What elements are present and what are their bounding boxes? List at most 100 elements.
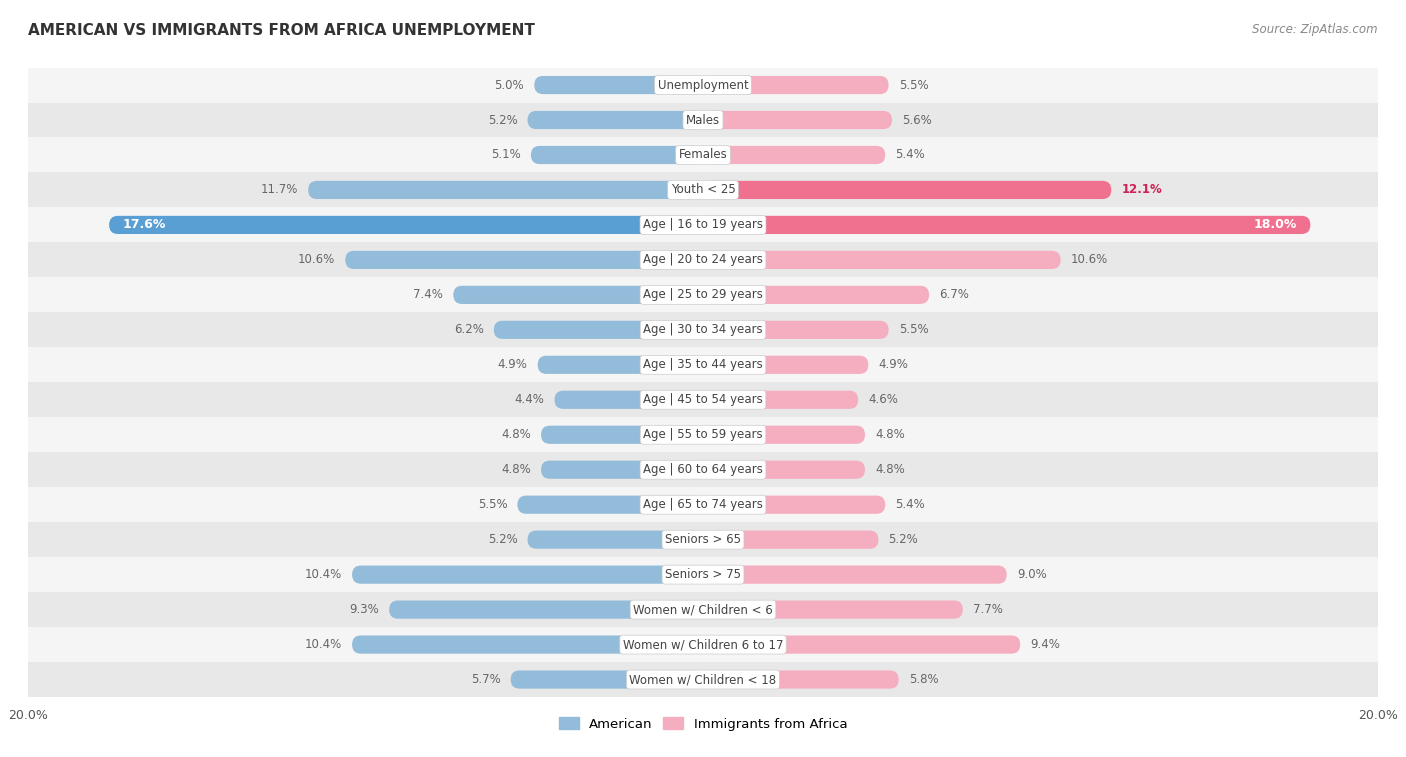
Text: 5.2%: 5.2% xyxy=(488,533,517,546)
Text: 5.5%: 5.5% xyxy=(898,323,928,336)
FancyBboxPatch shape xyxy=(703,391,858,409)
Text: Age | 16 to 19 years: Age | 16 to 19 years xyxy=(643,219,763,232)
Text: 5.6%: 5.6% xyxy=(903,114,932,126)
Text: 10.6%: 10.6% xyxy=(298,254,335,266)
Text: 4.4%: 4.4% xyxy=(515,394,544,407)
FancyBboxPatch shape xyxy=(352,565,703,584)
Legend: American, Immigrants from Africa: American, Immigrants from Africa xyxy=(554,712,852,736)
Text: 9.3%: 9.3% xyxy=(349,603,380,616)
Text: Women w/ Children < 18: Women w/ Children < 18 xyxy=(630,673,776,686)
Text: 5.2%: 5.2% xyxy=(488,114,517,126)
Text: Age | 25 to 29 years: Age | 25 to 29 years xyxy=(643,288,763,301)
FancyBboxPatch shape xyxy=(534,76,703,94)
Text: Age | 65 to 74 years: Age | 65 to 74 years xyxy=(643,498,763,511)
FancyBboxPatch shape xyxy=(28,138,1378,173)
Text: 5.4%: 5.4% xyxy=(896,148,925,161)
Text: 5.1%: 5.1% xyxy=(491,148,520,161)
FancyBboxPatch shape xyxy=(703,146,886,164)
FancyBboxPatch shape xyxy=(703,531,879,549)
FancyBboxPatch shape xyxy=(28,382,1378,417)
FancyBboxPatch shape xyxy=(28,557,1378,592)
FancyBboxPatch shape xyxy=(28,488,1378,522)
FancyBboxPatch shape xyxy=(28,627,1378,662)
Text: 5.7%: 5.7% xyxy=(471,673,501,686)
FancyBboxPatch shape xyxy=(703,181,1111,199)
Text: Women w/ Children < 6: Women w/ Children < 6 xyxy=(633,603,773,616)
FancyBboxPatch shape xyxy=(541,460,703,479)
FancyBboxPatch shape xyxy=(531,146,703,164)
FancyBboxPatch shape xyxy=(703,321,889,339)
FancyBboxPatch shape xyxy=(703,671,898,689)
FancyBboxPatch shape xyxy=(703,251,1060,269)
Text: 4.8%: 4.8% xyxy=(875,463,905,476)
FancyBboxPatch shape xyxy=(703,111,891,129)
Text: Seniors > 65: Seniors > 65 xyxy=(665,533,741,546)
Text: Seniors > 75: Seniors > 75 xyxy=(665,568,741,581)
Text: Age | 55 to 59 years: Age | 55 to 59 years xyxy=(643,428,763,441)
Text: Unemployment: Unemployment xyxy=(658,79,748,92)
Text: Youth < 25: Youth < 25 xyxy=(671,183,735,197)
FancyBboxPatch shape xyxy=(453,285,703,304)
FancyBboxPatch shape xyxy=(28,67,1378,102)
Text: 17.6%: 17.6% xyxy=(122,219,166,232)
FancyBboxPatch shape xyxy=(28,207,1378,242)
Text: 9.4%: 9.4% xyxy=(1031,638,1060,651)
Text: 5.4%: 5.4% xyxy=(896,498,925,511)
Text: 4.9%: 4.9% xyxy=(879,358,908,371)
Text: Males: Males xyxy=(686,114,720,126)
FancyBboxPatch shape xyxy=(703,460,865,479)
FancyBboxPatch shape xyxy=(537,356,703,374)
Text: 6.7%: 6.7% xyxy=(939,288,969,301)
Text: 10.4%: 10.4% xyxy=(305,638,342,651)
Text: 6.2%: 6.2% xyxy=(454,323,484,336)
Text: Age | 60 to 64 years: Age | 60 to 64 years xyxy=(643,463,763,476)
FancyBboxPatch shape xyxy=(703,285,929,304)
FancyBboxPatch shape xyxy=(703,600,963,618)
Text: Source: ZipAtlas.com: Source: ZipAtlas.com xyxy=(1253,23,1378,36)
FancyBboxPatch shape xyxy=(28,277,1378,313)
FancyBboxPatch shape xyxy=(703,565,1007,584)
FancyBboxPatch shape xyxy=(28,662,1378,697)
FancyBboxPatch shape xyxy=(352,635,703,653)
FancyBboxPatch shape xyxy=(517,496,703,514)
FancyBboxPatch shape xyxy=(703,216,1310,234)
FancyBboxPatch shape xyxy=(28,522,1378,557)
FancyBboxPatch shape xyxy=(527,531,703,549)
FancyBboxPatch shape xyxy=(28,347,1378,382)
Text: Age | 35 to 44 years: Age | 35 to 44 years xyxy=(643,358,763,371)
FancyBboxPatch shape xyxy=(346,251,703,269)
FancyBboxPatch shape xyxy=(703,635,1021,653)
FancyBboxPatch shape xyxy=(28,417,1378,452)
Text: Age | 45 to 54 years: Age | 45 to 54 years xyxy=(643,394,763,407)
Text: 5.2%: 5.2% xyxy=(889,533,918,546)
FancyBboxPatch shape xyxy=(389,600,703,618)
Text: Females: Females xyxy=(679,148,727,161)
FancyBboxPatch shape xyxy=(527,111,703,129)
Text: 4.8%: 4.8% xyxy=(501,463,531,476)
Text: 5.0%: 5.0% xyxy=(495,79,524,92)
Text: 11.7%: 11.7% xyxy=(260,183,298,197)
Text: 5.5%: 5.5% xyxy=(478,498,508,511)
FancyBboxPatch shape xyxy=(28,313,1378,347)
FancyBboxPatch shape xyxy=(28,592,1378,627)
Text: 10.4%: 10.4% xyxy=(305,568,342,581)
FancyBboxPatch shape xyxy=(541,425,703,444)
FancyBboxPatch shape xyxy=(703,76,889,94)
Text: 10.6%: 10.6% xyxy=(1071,254,1108,266)
Text: 4.8%: 4.8% xyxy=(875,428,905,441)
Text: 7.7%: 7.7% xyxy=(973,603,1002,616)
Text: 5.5%: 5.5% xyxy=(898,79,928,92)
Text: 4.9%: 4.9% xyxy=(498,358,527,371)
FancyBboxPatch shape xyxy=(510,671,703,689)
Text: 5.8%: 5.8% xyxy=(908,673,938,686)
Text: 9.0%: 9.0% xyxy=(1017,568,1046,581)
FancyBboxPatch shape xyxy=(28,242,1378,277)
FancyBboxPatch shape xyxy=(308,181,703,199)
FancyBboxPatch shape xyxy=(494,321,703,339)
FancyBboxPatch shape xyxy=(703,425,865,444)
Text: Women w/ Children 6 to 17: Women w/ Children 6 to 17 xyxy=(623,638,783,651)
FancyBboxPatch shape xyxy=(703,356,869,374)
Text: 18.0%: 18.0% xyxy=(1254,219,1296,232)
Text: 4.8%: 4.8% xyxy=(501,428,531,441)
FancyBboxPatch shape xyxy=(703,496,886,514)
